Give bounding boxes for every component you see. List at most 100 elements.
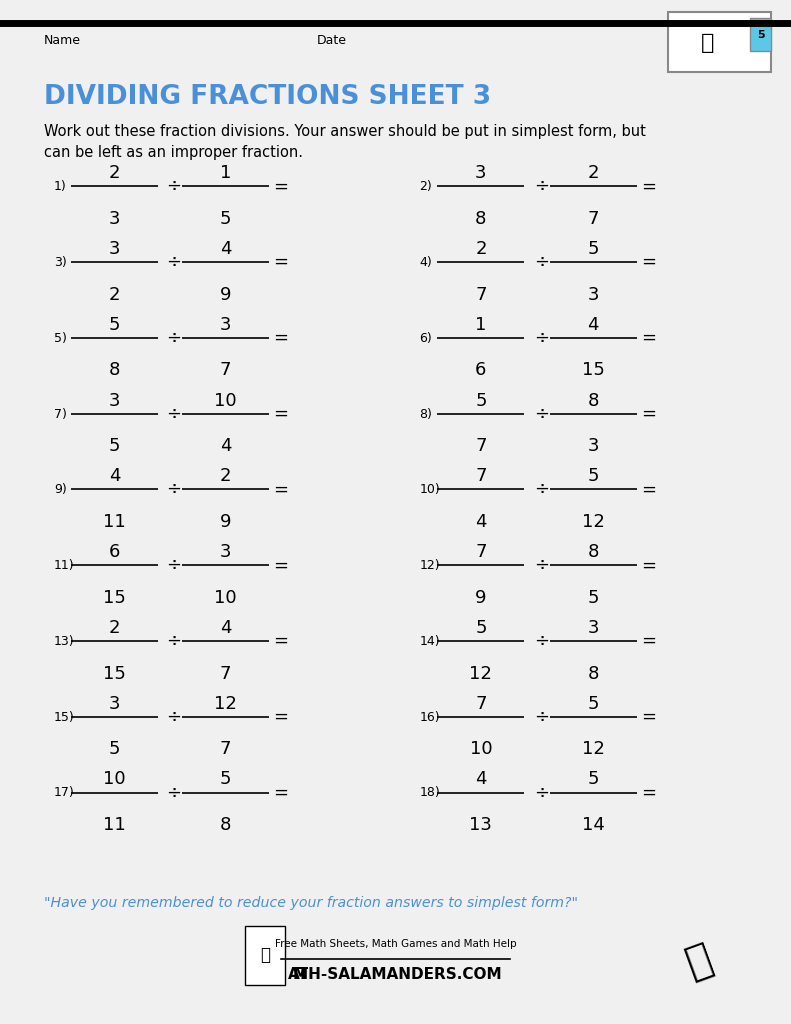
Text: 17): 17)	[54, 786, 74, 800]
Text: 14): 14)	[419, 635, 440, 648]
Text: 8: 8	[109, 361, 120, 380]
Text: 11): 11)	[54, 559, 74, 572]
Text: ÷: ÷	[167, 632, 181, 650]
Text: 3: 3	[588, 618, 599, 637]
Text: =: =	[642, 783, 656, 802]
Text: ATH-SALAMANDERS.COM: ATH-SALAMANDERS.COM	[288, 968, 503, 982]
Text: ÷: ÷	[535, 556, 549, 574]
FancyBboxPatch shape	[245, 926, 285, 985]
Text: ÷: ÷	[167, 253, 181, 271]
Text: 6: 6	[109, 543, 120, 561]
Text: 5: 5	[588, 467, 599, 485]
Text: 8: 8	[220, 816, 231, 835]
Text: 7: 7	[475, 543, 486, 561]
Text: 2: 2	[588, 164, 599, 182]
Text: 8: 8	[588, 391, 599, 410]
Text: =: =	[642, 556, 656, 574]
Text: 12: 12	[470, 665, 492, 683]
Text: 8: 8	[588, 543, 599, 561]
Text: 5: 5	[475, 391, 486, 410]
Text: =: =	[274, 783, 288, 802]
Text: 3: 3	[109, 210, 120, 228]
Text: =: =	[274, 404, 288, 423]
Text: 15): 15)	[54, 711, 74, 724]
Text: 4: 4	[475, 770, 486, 788]
Text: 4): 4)	[419, 256, 432, 269]
Text: =: =	[274, 329, 288, 347]
Text: ÷: ÷	[167, 177, 181, 196]
FancyBboxPatch shape	[668, 12, 771, 72]
Text: 1: 1	[475, 315, 486, 334]
Text: 8: 8	[588, 665, 599, 683]
Text: 4: 4	[220, 618, 231, 637]
Text: 10: 10	[104, 770, 126, 788]
Text: 3): 3)	[54, 256, 66, 269]
Text: 5: 5	[109, 437, 120, 456]
Text: ÷: ÷	[167, 404, 181, 423]
Text: 🦎: 🦎	[702, 33, 714, 53]
Text: =: =	[642, 177, 656, 196]
Text: ÷: ÷	[535, 783, 549, 802]
Text: M: M	[293, 968, 308, 982]
Text: 9: 9	[220, 286, 231, 304]
Text: =: =	[274, 556, 288, 574]
Text: 12: 12	[214, 694, 237, 713]
Text: Name: Name	[44, 35, 81, 47]
Text: 1): 1)	[54, 180, 66, 194]
Text: ÷: ÷	[167, 783, 181, 802]
Text: 5: 5	[220, 770, 231, 788]
Text: 12: 12	[582, 513, 604, 531]
Text: 5: 5	[109, 315, 120, 334]
Text: =: =	[274, 177, 288, 196]
Text: 12): 12)	[419, 559, 440, 572]
Text: 2: 2	[109, 286, 120, 304]
Text: 7: 7	[220, 361, 231, 380]
Text: 18): 18)	[419, 786, 440, 800]
Text: 12: 12	[582, 740, 604, 759]
Text: ÷: ÷	[535, 632, 549, 650]
Text: 7: 7	[475, 286, 486, 304]
Text: 2): 2)	[419, 180, 432, 194]
Text: 9: 9	[475, 589, 486, 607]
Text: 11: 11	[104, 513, 126, 531]
Text: 3: 3	[109, 694, 120, 713]
Text: ÷: ÷	[535, 329, 549, 347]
Text: ÷: ÷	[167, 329, 181, 347]
Text: =: =	[642, 404, 656, 423]
Text: 7: 7	[220, 665, 231, 683]
Text: 3: 3	[475, 164, 486, 182]
Text: 14: 14	[582, 816, 604, 835]
Text: 4: 4	[475, 513, 486, 531]
Text: 2: 2	[475, 240, 486, 258]
Text: 4: 4	[220, 437, 231, 456]
Text: ÷: ÷	[535, 404, 549, 423]
Text: 8): 8)	[419, 408, 432, 421]
Text: 6): 6)	[419, 332, 432, 345]
Text: DIVIDING FRACTIONS SHEET 3: DIVIDING FRACTIONS SHEET 3	[44, 84, 490, 111]
Text: 🦎: 🦎	[677, 939, 715, 986]
Text: 3: 3	[588, 437, 599, 456]
Text: 4: 4	[220, 240, 231, 258]
Text: 3: 3	[220, 543, 231, 561]
FancyBboxPatch shape	[750, 18, 771, 51]
Text: =: =	[642, 632, 656, 650]
Text: 10: 10	[470, 740, 492, 759]
Text: ÷: ÷	[535, 480, 549, 499]
Text: 5: 5	[588, 694, 599, 713]
Text: 7: 7	[475, 437, 486, 456]
Text: 13): 13)	[54, 635, 74, 648]
Text: 15: 15	[104, 665, 126, 683]
Text: 3: 3	[588, 286, 599, 304]
Text: 4: 4	[109, 467, 120, 485]
Text: 13: 13	[470, 816, 492, 835]
Text: 15: 15	[582, 361, 604, 380]
Text: Date: Date	[316, 35, 346, 47]
Text: 10: 10	[214, 391, 237, 410]
Text: 3: 3	[109, 391, 120, 410]
Text: 9): 9)	[54, 483, 66, 497]
Text: 1: 1	[220, 164, 231, 182]
Text: Work out these fraction divisions. Your answer should be put in simplest form, b: Work out these fraction divisions. Your …	[44, 124, 645, 138]
Text: ÷: ÷	[167, 708, 181, 726]
Text: 2: 2	[220, 467, 231, 485]
Text: 5): 5)	[54, 332, 66, 345]
